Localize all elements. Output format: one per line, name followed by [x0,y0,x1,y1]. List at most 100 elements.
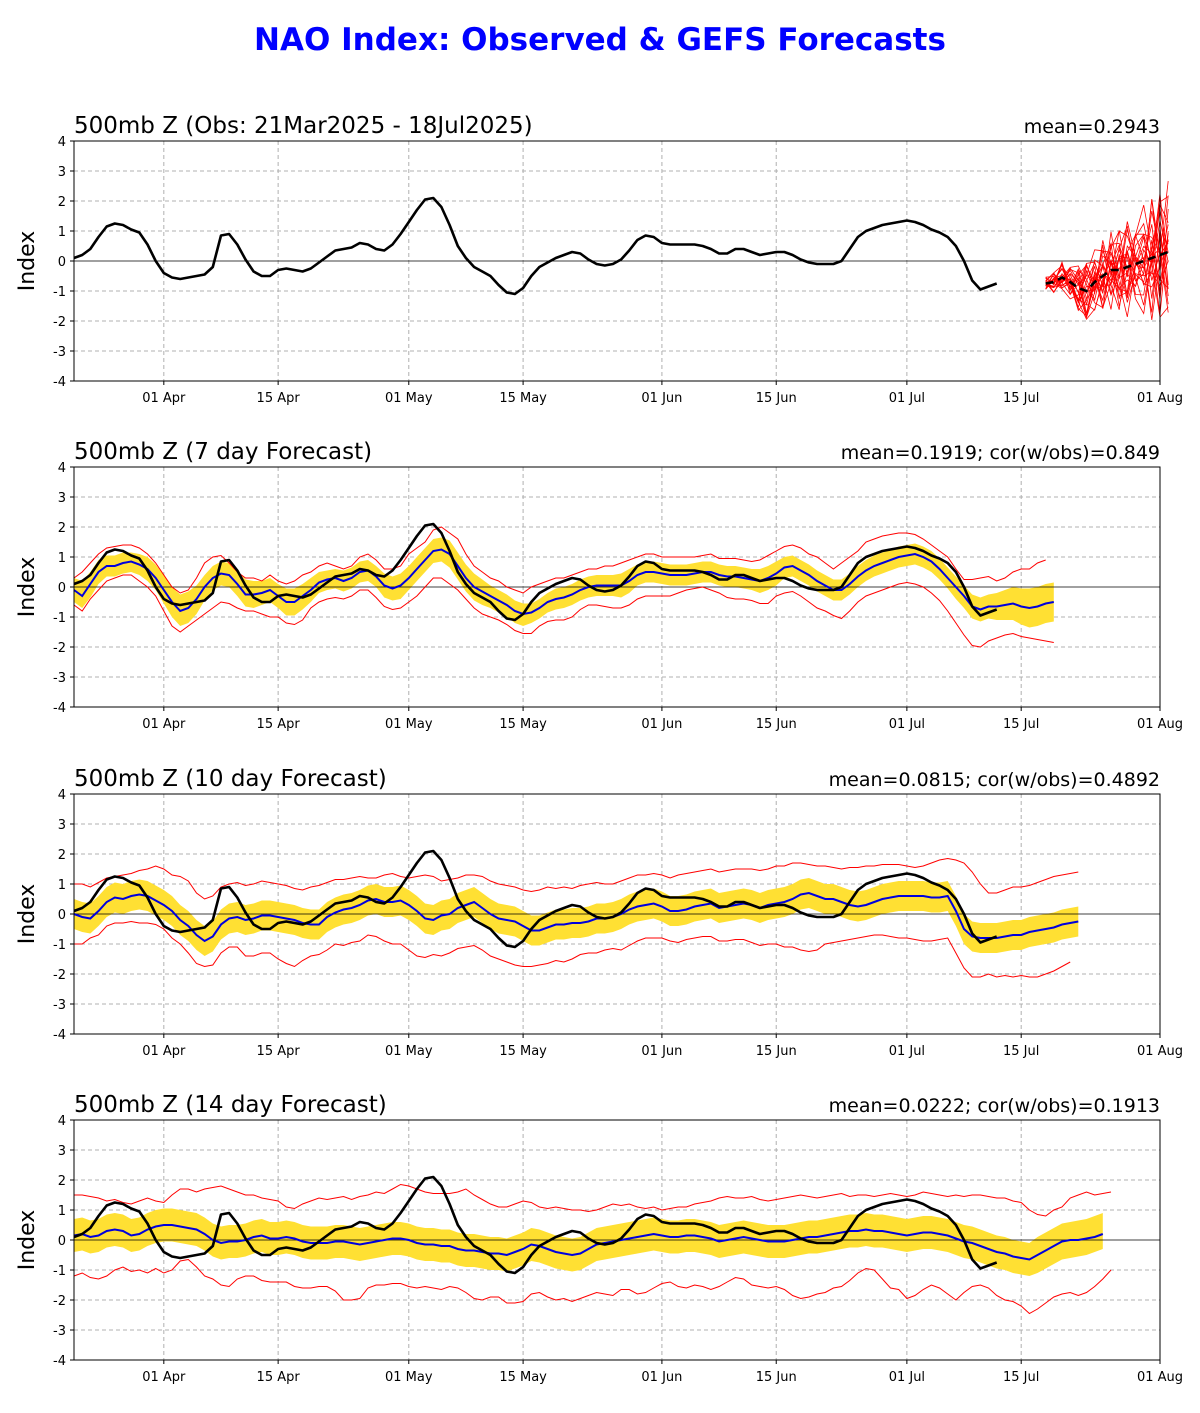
y-tick-label: -1 [53,938,66,953]
series-members-min [74,920,1071,978]
y-tick-label: -2 [53,968,66,983]
page-title: NAO Index: Observed & GEFS Forecasts [254,22,946,58]
y-tick-label: 2 [58,521,66,536]
x-tick-label: 15 Jul [1003,391,1039,406]
y-tick-label: 4 [58,788,66,803]
y-tick-label: 3 [58,818,66,833]
panel-10day-forecast: -4 -3 -2 -1 0 1 2 3 4 01 Apr 15 Apr 01 May 15 May 01 … [15,766,1183,1059]
y-tick-label: -4 [53,1028,66,1043]
x-tick-label: 01 Jun [641,717,682,732]
series-ensemble-mean [73,891,1079,943]
x-tick-label: 01 May [385,391,433,406]
y-tick-label: 2 [58,848,66,863]
panel-stats: mean=0.0222; cor(w/obs)=0.1913 [829,1095,1160,1117]
x-tick-label: 01 Aug [1137,1044,1183,1059]
y-tick-label: 1 [58,1204,66,1219]
x-tick-label: 01 Aug [1137,391,1183,406]
x-tick-label: 15 Apr [257,1370,301,1385]
series-members-max [74,857,1079,900]
forecast-member-line [1045,227,1169,313]
panel-stats: mean=0.1919; cor(w/obs)=0.849 [841,442,1160,464]
x-tick-label: 01 Jul [889,717,925,732]
spread-band [74,537,1054,628]
y-tick-label: 0 [58,581,66,596]
y-tick-label: 2 [58,195,66,210]
panel-title: 500mb Z (7 day Forecast) [74,439,372,465]
panel-stats: mean=0.2943 [1024,116,1160,138]
y-tick-label: 3 [58,165,66,180]
y-tick-label: 2 [58,1174,66,1189]
x-tick-label: 15 May [499,717,547,732]
y-tick-label: -4 [53,375,66,390]
series-members-min [73,574,1054,648]
panel-7day-forecast: -4 -3 -2 -1 0 1 2 3 4 01 Apr 15 Apr 01 May 15 May 01 … [15,439,1183,732]
forecast-member-line [1045,195,1169,308]
x-tick-label: 15 Jul [1003,1044,1039,1059]
x-tick-label: 01 Jun [641,391,682,406]
y-tick-label: 4 [58,135,66,150]
x-tick-label: 01 Apr [142,391,186,406]
x-tick-label: 15 Jun [756,1044,797,1059]
y-tick-label: 3 [58,1144,66,1159]
series-observed [73,849,998,949]
panel-stats: mean=0.0815; cor(w/obs)=0.4892 [829,769,1160,791]
y-tick-label: -1 [53,285,66,300]
y-tick-label: -3 [53,345,66,360]
y-axis-label: Index [15,884,40,945]
y-axis-label: Index [15,1210,40,1271]
forecast-member-line [1045,229,1169,315]
y-tick-label: -3 [53,1324,66,1339]
x-tick-label: 01 Aug [1137,717,1183,732]
y-tick-label: -2 [53,315,66,330]
y-tick-label: -2 [53,641,66,656]
series-members-min [73,1258,1112,1315]
x-tick-label: 15 Jun [756,391,797,406]
x-tick-label: 15 Apr [257,717,301,732]
y-tick-label: -4 [53,701,66,716]
x-tick-label: 15 Jun [756,717,797,732]
series-observed [73,1175,998,1275]
forecast-member-line [1045,244,1169,304]
series-observed [73,196,998,296]
series-ensemble-mean [73,548,1054,616]
x-tick-label: 01 Jul [889,391,925,406]
y-tick-label: 1 [58,225,66,240]
x-tick-label: 15 Apr [257,1044,301,1059]
y-tick-label: 4 [58,461,66,476]
x-tick-label: 01 Apr [142,717,186,732]
panel-observed: -4 -3 -2 -1 0 1 2 3 4 01 Apr 15 Apr 01 May 15 May 01 … [15,113,1183,406]
spread-band [74,1208,1103,1276]
x-tick-label: 01 Jul [889,1370,925,1385]
y-tick-label: -1 [53,611,66,626]
x-tick-label: 01 May [385,717,433,732]
forecast-member-line [1045,209,1169,290]
x-tick-label: 01 Aug [1137,1370,1183,1385]
x-tick-label: 15 Jul [1003,717,1039,732]
panel-title: 500mb Z (14 day Forecast) [74,1092,387,1118]
forecast-members [1045,181,1169,321]
x-tick-label: 15 Apr [257,391,301,406]
x-tick-label: 01 May [385,1370,433,1385]
y-tick-label: 3 [58,491,66,506]
y-tick-label: 4 [58,1114,66,1129]
y-axis-label: Index [15,231,40,292]
y-tick-label: 1 [58,878,66,893]
spread-band [74,878,1079,956]
y-tick-label: -1 [53,1264,66,1279]
y-tick-label: 1 [58,551,66,566]
y-tick-label: -2 [53,1294,66,1309]
x-tick-label: 15 Jun [756,1370,797,1385]
x-tick-label: 01 May [385,1044,433,1059]
x-tick-label: 01 Apr [142,1044,186,1059]
x-tick-label: 01 Apr [142,1370,186,1385]
x-tick-label: 15 May [499,1044,547,1059]
panel-14day-forecast: -4 -3 -2 -1 0 1 2 3 4 01 Apr 15 Apr 01 May 15 May 01 … [15,1092,1183,1385]
y-tick-label: -3 [53,671,66,686]
y-tick-label: 0 [58,908,66,923]
forecast-member-line [1045,224,1169,318]
series-members-max [74,1183,1112,1217]
x-tick-label: 15 May [499,1370,547,1385]
x-tick-label: 15 May [499,391,547,406]
y-tick-label: 0 [58,1234,66,1249]
y-tick-label: 0 [58,255,66,270]
